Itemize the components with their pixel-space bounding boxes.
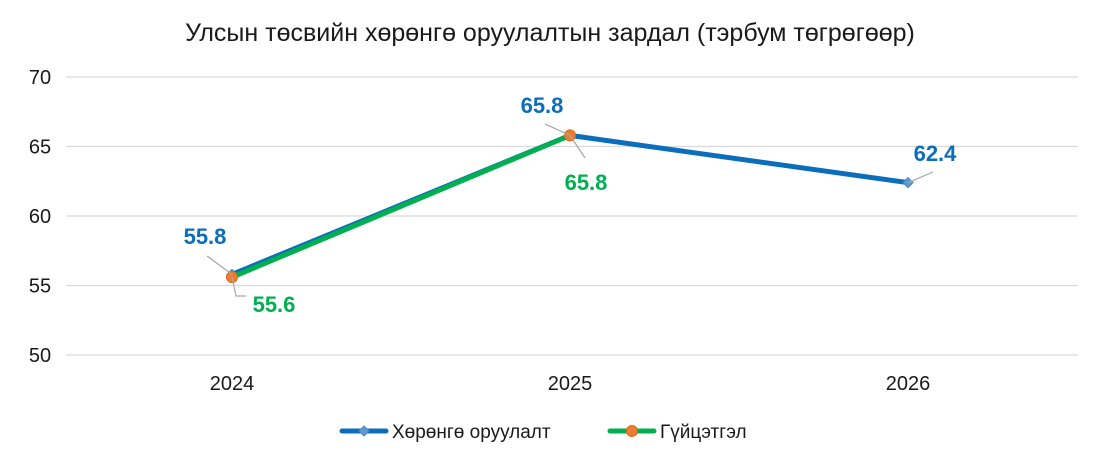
legend-marker-execution: [626, 425, 638, 437]
data-label-execution: 65.8: [565, 170, 608, 195]
chart-title: Улсын төсвийн хөрөнгө оруулалтын зардал …: [185, 19, 915, 47]
series-lines: [226, 129, 914, 284]
legend: Хөрөнгө оруулалт Гүйцэтгэл: [339, 422, 747, 443]
y-tick-label: 50: [29, 345, 51, 367]
data-label-investment: 62.4: [914, 141, 958, 166]
data-labels: 55.8 65.8 62.4 55.6 65.8: [184, 93, 958, 317]
data-label-investment: 55.8: [184, 224, 227, 249]
y-tick-label: 65: [29, 137, 51, 159]
x-axis-ticks: 2024 2025 2026: [210, 373, 931, 395]
y-axis-ticks: 50 55 60 65 70: [29, 67, 51, 367]
x-tick-label: 2024: [210, 373, 255, 395]
data-label-investment: 65.8: [521, 93, 564, 118]
y-tick-label: 70: [29, 67, 51, 89]
label-leader-line: [544, 123, 571, 136]
y-tick-label: 55: [29, 276, 51, 298]
data-label-execution: 55.6: [253, 292, 296, 317]
y-tick-label: 60: [29, 206, 51, 228]
label-leader-line: [907, 171, 934, 184]
label-leader-line: [206, 255, 233, 275]
x-tick-label: 2026: [886, 373, 931, 395]
x-tick-label: 2025: [548, 373, 593, 395]
label-leader-line: [569, 135, 586, 159]
series-line-execution: [229, 132, 573, 280]
label-leader-line: [231, 277, 246, 297]
legend-label-execution: Гүйцэтгэл: [660, 422, 747, 443]
gridlines: [66, 76, 1078, 356]
series-line-investment: [229, 132, 911, 277]
legend-label-investment: Хөрөнгө оруулалт: [392, 422, 551, 443]
legend-marker-investment: [358, 425, 370, 437]
